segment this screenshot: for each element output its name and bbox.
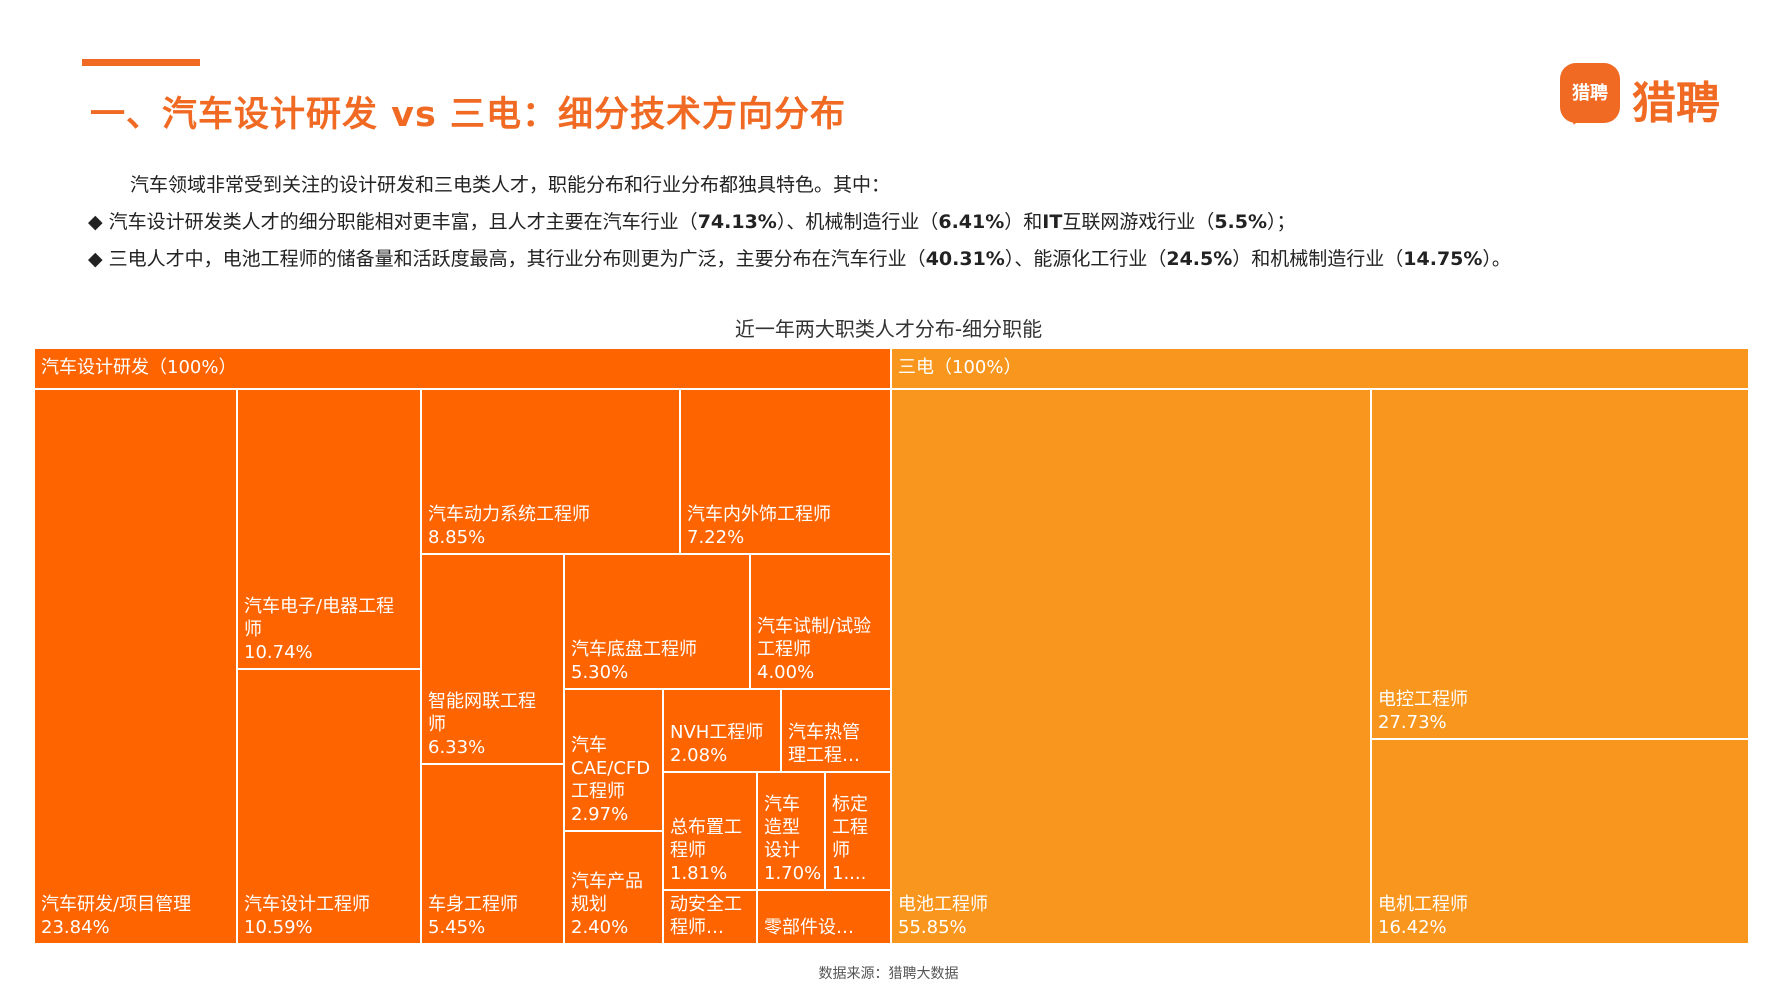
treemap-cell: 汽车试制/试验 工程师 4.00% [750,554,891,689]
treemap-cell: 汽车设计工程师 10.59% [237,669,421,944]
treemap-cell-name: 汽车热管 理工程… [788,722,860,766]
treemap-cell-name: 汽车产品 规划 [571,871,643,915]
treemap-cell: 汽车动力系统工程师 8.85% [421,389,680,554]
logo-mark-text: 猎聘 [1572,83,1608,104]
treemap-cell-name: 汽车 造型 设计 [764,794,800,861]
treemap-cell-name: 汽车底盘工程师 [571,639,697,660]
treemap-cell: 车身工程师 5.45% [421,764,564,944]
treemap-cell-label: 智能网联工程 师 6.33% [428,690,559,759]
treemap-cell: 汽车热管 理工程… [781,689,891,772]
treemap-cell-name: 总布置工 程师 [670,817,742,861]
treemap-cell: 汽车底盘工程师 5.30% [564,554,750,689]
treemap-cell-label: 汽车热管 理工程… [788,721,886,767]
treemap-cell-value: 1.81% [670,863,728,884]
treemap-cell-label: 零部件设… [764,916,886,939]
chart-title: 近一年两大职类人才分布-细分职能 [734,317,1043,341]
page-title: 一、汽车设计研发 vs 三电：细分技术方向分布 [90,95,847,135]
treemap-cell-label: 汽车内外饰工程师 7.22% [687,503,886,549]
treemap-cell-name: 电控工程师 [1378,689,1468,710]
treemap-cell: 标定 工程 师 1.... [825,772,891,890]
bullet-sandian: ◆ 三电人才中，电池工程师的储备量和活跃度最高，其行业分布则更为广泛，主要分布在… [88,248,1511,270]
treemap-cell-name: 汽车电子/电器工程 师 [244,596,395,640]
treemap-cell-value: 16.42% [1378,917,1447,938]
treemap-cell-name: 汽车研发/项目管理 [41,894,192,915]
treemap-cell-label: 汽车底盘工程师 5.30% [571,638,745,684]
treemap-group-header-design: 汽车设计研发（100%） [34,348,891,389]
treemap-cell-value: 10.59% [244,917,313,938]
liepin-logo: 猎聘 猎聘 [1560,63,1760,129]
treemap-cell-value: 27.73% [1378,712,1447,733]
treemap-cell-name: NVH工程师 [670,722,764,743]
treemap-cell-label: 车身工程师 5.45% [428,893,559,939]
treemap-cell-label: 汽车试制/试验 工程师 4.00% [757,615,886,684]
treemap-cell-value: 2.97% [571,804,629,825]
treemap-cell: 汽车内外饰工程师 7.22% [680,389,891,554]
treemap-cell-label: 汽车 CAE/CFD 工程师 2.97% [571,734,658,826]
treemap-cell-name: 电池工程师 [898,894,988,915]
treemap-cell-value: 10.74% [244,642,313,663]
treemap-cell-value: 2.40% [571,917,629,938]
treemap-cell-label: 总布置工 程师 1.81% [670,816,752,885]
treemap-cell-label: 汽车设计工程师 10.59% [244,893,416,939]
treemap-cell-value: 5.45% [428,917,486,938]
diamond-bullet-icon: ◆ [88,248,103,270]
treemap-cell: NVH工程师 2.08% [663,689,781,772]
treemap-cell-name: 标定 工程 师 [832,794,868,861]
treemap-cell-label: 汽车 造型 设计 1.70% [764,793,822,885]
treemap-chart: 汽车设计研发（100%） 汽车研发/项目管理 23.84% 汽车电子/电器工程 师 10… [34,348,1749,944]
treemap-cell-name: 汽车动力系统工程师 [428,504,590,525]
treemap-cell: 智能网联工程 师 6.33% [421,554,564,764]
treemap-cell: 电机工程师 16.42% [1371,739,1749,944]
treemap-cell: 汽车电子/电器工程 师 10.74% [237,389,421,669]
treemap-cell: 汽车 造型 设计 1.70% [757,772,825,890]
treemap-cell: 总布置工 程师 1.81% [663,772,757,890]
treemap-cell-value: 55.85% [898,917,967,938]
bullet-design: ◆ 汽车设计研发类人才的细分职能相对更丰富，且人才主要在汽车行业（74.13%）… [88,211,1296,233]
treemap-cell: 汽车产品 规划 2.40% [564,831,663,944]
treemap-cell-label: 汽车产品 规划 2.40% [571,870,658,939]
treemap-cell-name: 零部件设… [764,917,854,938]
data-source: 数据来源：猎聘大数据 [818,966,959,982]
title-accent-bar [82,59,200,66]
treemap-cell-value: 8.85% [428,527,486,548]
treemap-cell-label: 电控工程师 27.73% [1378,688,1744,734]
treemap-cell-value: 2.08% [670,745,728,766]
treemap-cell: 汽车 CAE/CFD 工程师 2.97% [564,689,663,831]
treemap-cell-label: 汽车动力系统工程师 8.85% [428,503,675,549]
treemap-cell-value: 7.22% [687,527,745,548]
treemap-cell-value: 5.30% [571,662,629,683]
treemap-cell-label: 电池工程师 55.85% [898,893,1366,939]
intro-paragraph: 汽车领域非常受到关注的设计研发和三电类人才，职能分布和行业分布都独具特色。其中： [130,174,891,196]
treemap-cell: 汽车研发/项目管理 23.84% [34,389,237,944]
treemap-cell-name: 汽车内外饰工程师 [687,504,831,525]
treemap-cell-name: 汽车 CAE/CFD 工程师 [571,735,651,802]
treemap-cell-name: 汽车设计工程师 [244,894,370,915]
treemap-cell: 电池工程师 55.85% [891,389,1371,944]
treemap-cell-label: 汽车主被 动安全工 程师… [670,891,752,939]
diamond-bullet-icon: ◆ [88,211,103,233]
treemap-cell-name: 电机工程师 [1378,894,1468,915]
treemap-group-header-sandian: 三电（100%） [891,348,1749,389]
treemap-cell: 汽车主被 动安全工 程师… [663,890,757,944]
treemap-cell-value: 4.00% [757,662,815,683]
treemap-cell-value: 1.70% [764,863,822,884]
treemap-cell-label: 电机工程师 16.42% [1378,893,1744,939]
treemap-cell-value: 6.33% [428,737,486,758]
treemap-cell-name: 汽车主被 动安全工 程师… [670,891,742,938]
logo-text: 猎聘 [1632,78,1720,129]
treemap-cell-name: 智能网联工程 师 [428,691,536,735]
treemap-cell-label: 汽车电子/电器工程 师 10.74% [244,595,416,664]
treemap-cell: 零部件设… [757,890,891,944]
treemap-cell-value: 1.... [832,863,867,884]
treemap-cell-name: 车身工程师 [428,894,518,915]
treemap-cell-label: 汽车研发/项目管理 23.84% [41,893,232,939]
treemap-cell-label: 标定 工程 师 1.... [832,793,886,885]
treemap-cell: 电控工程师 27.73% [1371,389,1749,739]
treemap-cell-value: 23.84% [41,917,110,938]
treemap-cell-label: NVH工程师 2.08% [670,721,776,767]
treemap-cell-name: 汽车试制/试验 工程师 [757,616,872,660]
logo-mark-icon: 猎聘 [1560,63,1620,123]
